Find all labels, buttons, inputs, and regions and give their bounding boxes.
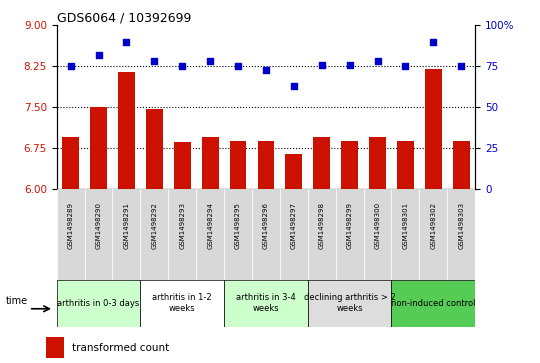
Bar (140, 189, 168, 280)
Bar (392, 189, 420, 280)
Bar (196, 189, 224, 280)
Text: GSM1498299: GSM1498299 (347, 203, 353, 249)
Bar (341, 141, 358, 189)
Point (429, 39, 437, 45)
Bar (57, 189, 85, 280)
Point (401, 63, 410, 69)
Bar (118, 72, 135, 189)
Point (150, 58, 159, 64)
Bar (286, 154, 302, 189)
Bar (392, 280, 475, 327)
Bar (336, 189, 363, 280)
Text: arthritis in 0-3 days: arthritis in 0-3 days (57, 299, 140, 307)
Point (457, 63, 465, 69)
Text: GSM1498289: GSM1498289 (68, 203, 73, 249)
Bar (369, 137, 386, 189)
Text: GSM1498301: GSM1498301 (402, 203, 408, 249)
Bar (85, 189, 112, 280)
Point (94, 52, 103, 58)
Point (66, 63, 75, 69)
Text: GSM1498293: GSM1498293 (179, 203, 185, 249)
Bar (224, 280, 308, 327)
Bar (57, 280, 140, 327)
Text: GSM1498303: GSM1498303 (458, 203, 464, 249)
Point (373, 58, 382, 64)
Text: non-induced control: non-induced control (391, 299, 476, 307)
Point (206, 58, 214, 64)
Point (346, 62, 354, 68)
Text: GSM1498290: GSM1498290 (96, 203, 102, 249)
Bar (230, 141, 246, 189)
Bar (425, 69, 442, 189)
Text: GSM1498291: GSM1498291 (124, 203, 130, 249)
Bar (280, 189, 308, 280)
Bar (308, 280, 392, 327)
Text: arthritis in 3-4
weeks: arthritis in 3-4 weeks (236, 293, 296, 313)
Text: GSM1498297: GSM1498297 (291, 203, 297, 249)
Bar (363, 189, 392, 280)
Text: time: time (5, 296, 28, 306)
Bar (308, 189, 336, 280)
Bar (447, 189, 475, 280)
Bar (397, 141, 414, 189)
Point (261, 67, 270, 73)
Text: GSM1498295: GSM1498295 (235, 203, 241, 249)
Text: GSM1498296: GSM1498296 (263, 203, 269, 249)
Text: GSM1498294: GSM1498294 (207, 203, 213, 249)
Bar (313, 137, 330, 189)
Bar (252, 189, 280, 280)
Bar (224, 189, 252, 280)
Text: GSM1498298: GSM1498298 (319, 203, 325, 249)
Bar (146, 109, 163, 189)
Bar (112, 189, 140, 280)
Bar (140, 280, 224, 327)
Bar (202, 137, 219, 189)
Bar (90, 107, 107, 189)
Text: GSM1498300: GSM1498300 (375, 203, 381, 249)
Bar (174, 143, 191, 189)
Text: GDS6064 / 10392699: GDS6064 / 10392699 (57, 11, 191, 24)
Bar (46, 337, 64, 358)
Text: GSM1498292: GSM1498292 (151, 203, 157, 249)
Point (234, 63, 242, 69)
Text: GSM1498302: GSM1498302 (430, 203, 436, 249)
Text: transformed count: transformed count (72, 343, 170, 352)
Text: arthritis in 1-2
weeks: arthritis in 1-2 weeks (152, 293, 212, 313)
Point (318, 62, 326, 68)
Text: declining arthritis > 2
weeks: declining arthritis > 2 weeks (304, 293, 395, 313)
Bar (258, 141, 274, 189)
Bar (420, 189, 447, 280)
Bar (62, 137, 79, 189)
Point (289, 83, 298, 89)
Point (122, 39, 131, 45)
Bar (453, 141, 470, 189)
Bar (168, 189, 196, 280)
Point (178, 63, 187, 69)
